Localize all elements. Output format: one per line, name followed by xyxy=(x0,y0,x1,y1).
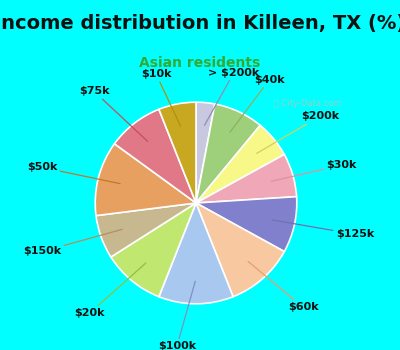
Wedge shape xyxy=(196,203,284,297)
Wedge shape xyxy=(196,154,297,203)
Text: $40k: $40k xyxy=(230,75,284,132)
Text: $75k: $75k xyxy=(79,86,148,141)
Text: $30k: $30k xyxy=(271,160,357,181)
Wedge shape xyxy=(196,125,284,203)
Wedge shape xyxy=(159,203,233,304)
Text: $200k: $200k xyxy=(257,111,339,153)
Text: > $200k: > $200k xyxy=(204,68,260,125)
Wedge shape xyxy=(196,104,260,203)
Wedge shape xyxy=(114,109,196,203)
Text: $60k: $60k xyxy=(248,261,319,312)
Text: $150k: $150k xyxy=(23,229,122,257)
Wedge shape xyxy=(95,144,196,216)
Text: $50k: $50k xyxy=(27,162,120,184)
Text: ⓘ City-Data.com: ⓘ City-Data.com xyxy=(274,99,341,108)
Text: $20k: $20k xyxy=(74,263,146,318)
Wedge shape xyxy=(159,102,196,203)
Text: $125k: $125k xyxy=(272,220,374,239)
Wedge shape xyxy=(196,197,297,252)
Text: $10k: $10k xyxy=(141,69,181,126)
Text: Asian residents: Asian residents xyxy=(139,56,261,70)
Text: $100k: $100k xyxy=(158,281,196,350)
Wedge shape xyxy=(196,102,215,203)
Text: Income distribution in Killeen, TX (%): Income distribution in Killeen, TX (%) xyxy=(0,14,400,33)
Wedge shape xyxy=(96,203,196,257)
Wedge shape xyxy=(111,203,196,297)
